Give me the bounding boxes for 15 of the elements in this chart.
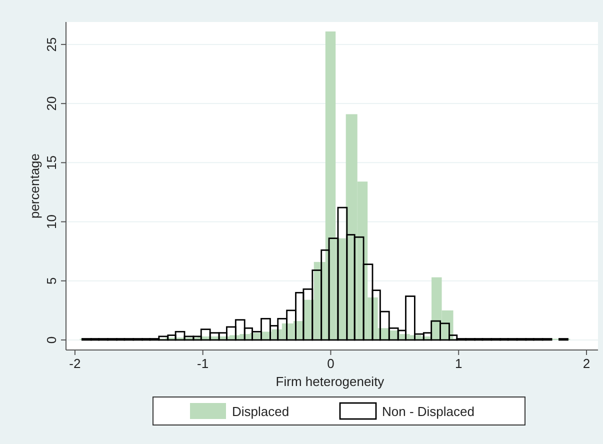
x-tick-label: 2 — [582, 356, 590, 371]
x-axis-title: Firm heterogeneity — [276, 374, 385, 389]
x-tick-label: 1 — [454, 356, 462, 371]
y-axis-title: percentage — [27, 153, 42, 219]
y-tick-label: 25 — [44, 37, 59, 52]
x-tick-label: -1 — [197, 356, 209, 371]
y-tick-label: 15 — [44, 155, 59, 170]
x-tick-label: 0 — [327, 356, 334, 371]
y-tick-label: 5 — [44, 277, 59, 284]
legend-label: Displaced — [232, 404, 290, 419]
y-tick-label: 20 — [44, 96, 59, 111]
x-tick-label: -2 — [69, 356, 81, 371]
legend-label: Non - Displaced — [382, 404, 474, 419]
y-tick-label: 0 — [44, 336, 59, 344]
y-tick-label: 10 — [44, 214, 59, 229]
